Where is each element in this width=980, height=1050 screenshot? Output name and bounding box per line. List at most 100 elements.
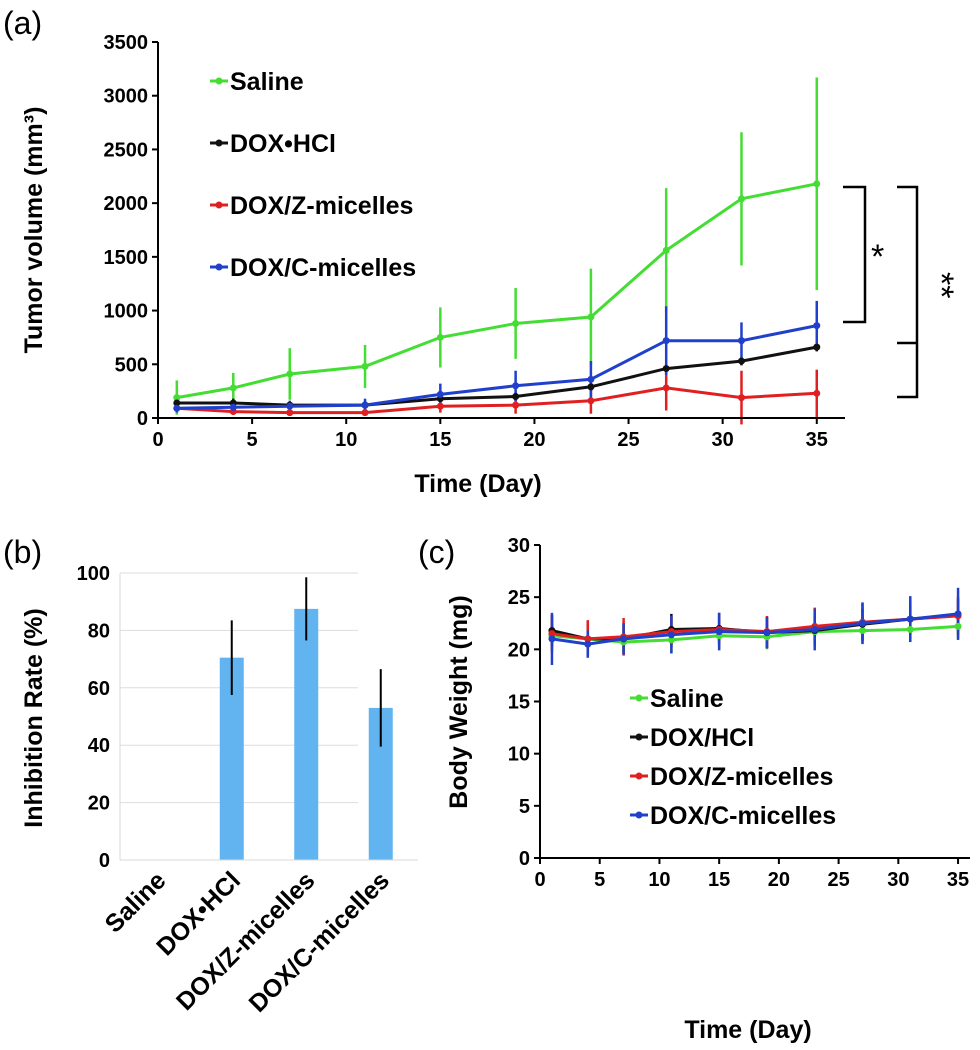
panel-b: (b) 020406080100SalineDOX•HClDOX/Z-micel…	[3, 534, 418, 1018]
panel-a-point-dox-c-micelles	[173, 404, 181, 412]
panel-a-x-tick-label: 5	[247, 429, 258, 451]
panel-c-y-tick-label: 25	[508, 587, 530, 609]
panel-c-point-dox-c-micelles	[548, 635, 556, 643]
panel-a-point-saline	[813, 180, 821, 188]
panel-b-category-label-dox-c-micelles: DOX/C-micelles	[244, 866, 395, 1017]
panel-c-y-tick-label: 30	[508, 535, 530, 557]
panel-a-point-saline	[587, 313, 595, 321]
panel-c-x-tick-label: 20	[768, 869, 790, 891]
panel-a-point-dox-hcl	[512, 393, 520, 401]
panel-c-legend-marker-dox-c-micelles	[635, 811, 643, 819]
panel-a-point-dox-c-micelles	[286, 402, 294, 410]
panel-c-x-axis-label: Time (Day)	[684, 1016, 811, 1044]
panel-a-point-dox-z-micelles	[587, 397, 595, 405]
panel-a-point-dox-c-micelles	[229, 403, 237, 411]
panel-a-legend-marker-dox-z-micelles	[215, 201, 223, 209]
panel-a-y-tick-label: 2500	[104, 139, 149, 161]
panel-a-point-dox-hcl	[737, 357, 745, 365]
panel-a-y-tick-label: 2000	[104, 193, 149, 215]
panel-c-point-dox-c-micelles	[954, 610, 962, 618]
panel-c-point-saline	[906, 626, 914, 634]
panel-c-line-dox-c-micelles	[551, 612, 959, 646]
panel-c-point-dox-c-micelles	[859, 619, 866, 627]
panel-c-legend-label: DOX/HCl	[650, 724, 754, 752]
panel-a-x-tick-label: 0	[152, 429, 163, 451]
panel-b-category-label-dox-z-micelles: DOX/Z-micelles	[171, 866, 320, 1015]
panel-c-legend-marker-saline	[635, 694, 643, 702]
panel-a-line-saline	[176, 182, 818, 400]
panel-a-point-saline	[662, 246, 670, 254]
panel-a-x-axis-label: Time (Day)	[414, 470, 541, 498]
panel-a-point-saline	[286, 370, 294, 378]
panel-a-y-tick-label: 1000	[104, 301, 149, 323]
panel-a-point-saline	[173, 394, 181, 402]
panel-c-x-tick-label: 5	[594, 869, 605, 891]
panel-a-legend-label: DOX/Z-micelles	[230, 192, 413, 220]
panel-c-point-dox-c-micelles	[811, 626, 819, 634]
panel-c-x-tick-label: 25	[827, 869, 849, 891]
panel-a-legend-marker-dox-hcl	[215, 139, 223, 147]
panel-c-x-tick-label: 30	[887, 869, 909, 891]
significance-star-double: **	[922, 272, 960, 298]
panel-b-bar-dox-z-micelles	[294, 608, 319, 860]
panel-a-line-dox-hcl	[176, 345, 818, 407]
panel-c-point-dox-c-micelles	[763, 629, 771, 637]
panel-a-x-tick-label: 25	[617, 429, 639, 451]
panel-c-legend-marker-dox-z-micelles	[635, 772, 643, 780]
panel-c-point-dox-c-micelles	[584, 640, 592, 648]
panel-c-point-dox-c-micelles	[620, 635, 628, 643]
panel-a-point-dox-z-micelles	[737, 394, 745, 402]
panel-a-legend-marker-saline	[215, 77, 223, 85]
panel-a-point-dox-z-micelles	[286, 409, 294, 417]
panel-c-point-dox-z-micelles	[584, 635, 592, 643]
panel-a-point-dox-c-micelles	[737, 337, 745, 345]
panel-a-point-dox-c-micelles	[662, 337, 670, 345]
panel-a-point-dox-c-micelles	[436, 390, 444, 398]
panel-a-point-dox-c-micelles	[587, 375, 595, 383]
panel-a-y-axis-label: Tumor volume (mm³)	[20, 107, 48, 354]
panel-a-legend-label: DOX•HCl	[230, 130, 336, 158]
panel-b-label: (b)	[3, 534, 42, 570]
panel-a-y-tick-label: 3000	[104, 86, 149, 108]
panel-c-legend-label: Saline	[650, 685, 724, 713]
panel-a-point-dox-z-micelles	[436, 402, 444, 410]
panel-a-point-saline	[229, 384, 237, 392]
panel-c-y-tick-label: 10	[508, 744, 530, 766]
panel-c-point-saline	[859, 627, 866, 635]
panel-a-point-dox-z-micelles	[813, 389, 821, 397]
panel-b-y-tick-label: 40	[88, 735, 110, 757]
significance-star-single: *	[871, 238, 884, 276]
panel-a-point-dox-z-micelles	[361, 409, 369, 417]
panel-c-point-saline	[954, 622, 962, 630]
panel-a-y-tick-label: 0	[137, 408, 148, 430]
panel-a-x-tick-label: 30	[712, 429, 734, 451]
panel-c-y-tick-label: 5	[519, 796, 530, 818]
panel-b-y-tick-label: 80	[88, 620, 110, 642]
panel-a-point-dox-c-micelles	[512, 382, 520, 390]
panel-c-y-tick-label: 15	[508, 692, 530, 714]
significance-bracket-double	[897, 185, 919, 399]
panel-a-legend-label: Saline	[230, 68, 304, 96]
panel-a-x-tick-label: 15	[429, 429, 451, 451]
panel-c-point-dox-z-micelles	[548, 630, 556, 638]
panel-a-x-tick-label: 35	[806, 429, 828, 451]
panel-b-y-tick-label: 20	[88, 793, 110, 815]
panel-a-point-saline	[361, 362, 369, 370]
panel-a-y-tick-label: 3500	[104, 32, 149, 54]
panel-c-legend-marker-dox-hcl	[635, 733, 643, 741]
panel-c-y-tick-label: 0	[519, 848, 530, 870]
panel-a-legend-label: DOX/C-micelles	[230, 254, 416, 282]
panel-a-legend-marker-dox-c-micelles	[215, 263, 223, 271]
panel-a-y-tick-label: 500	[115, 354, 148, 376]
panel-c-label: (c)	[418, 534, 455, 570]
panel-a-line-dox-z-micelles	[176, 386, 817, 415]
panel-a-point-dox-hcl	[587, 383, 595, 391]
panel-a-point-dox-z-micelles	[662, 384, 670, 392]
panel-b-category-label-saline: Saline	[100, 866, 172, 938]
panel-a-point-dox-c-micelles	[813, 322, 821, 330]
panel-c-y-tick-label: 20	[508, 639, 530, 661]
panel-c-x-tick-label: 15	[708, 869, 730, 891]
panel-b-y-tick-label: 0	[99, 850, 110, 872]
panel-a-point-saline	[512, 319, 520, 327]
